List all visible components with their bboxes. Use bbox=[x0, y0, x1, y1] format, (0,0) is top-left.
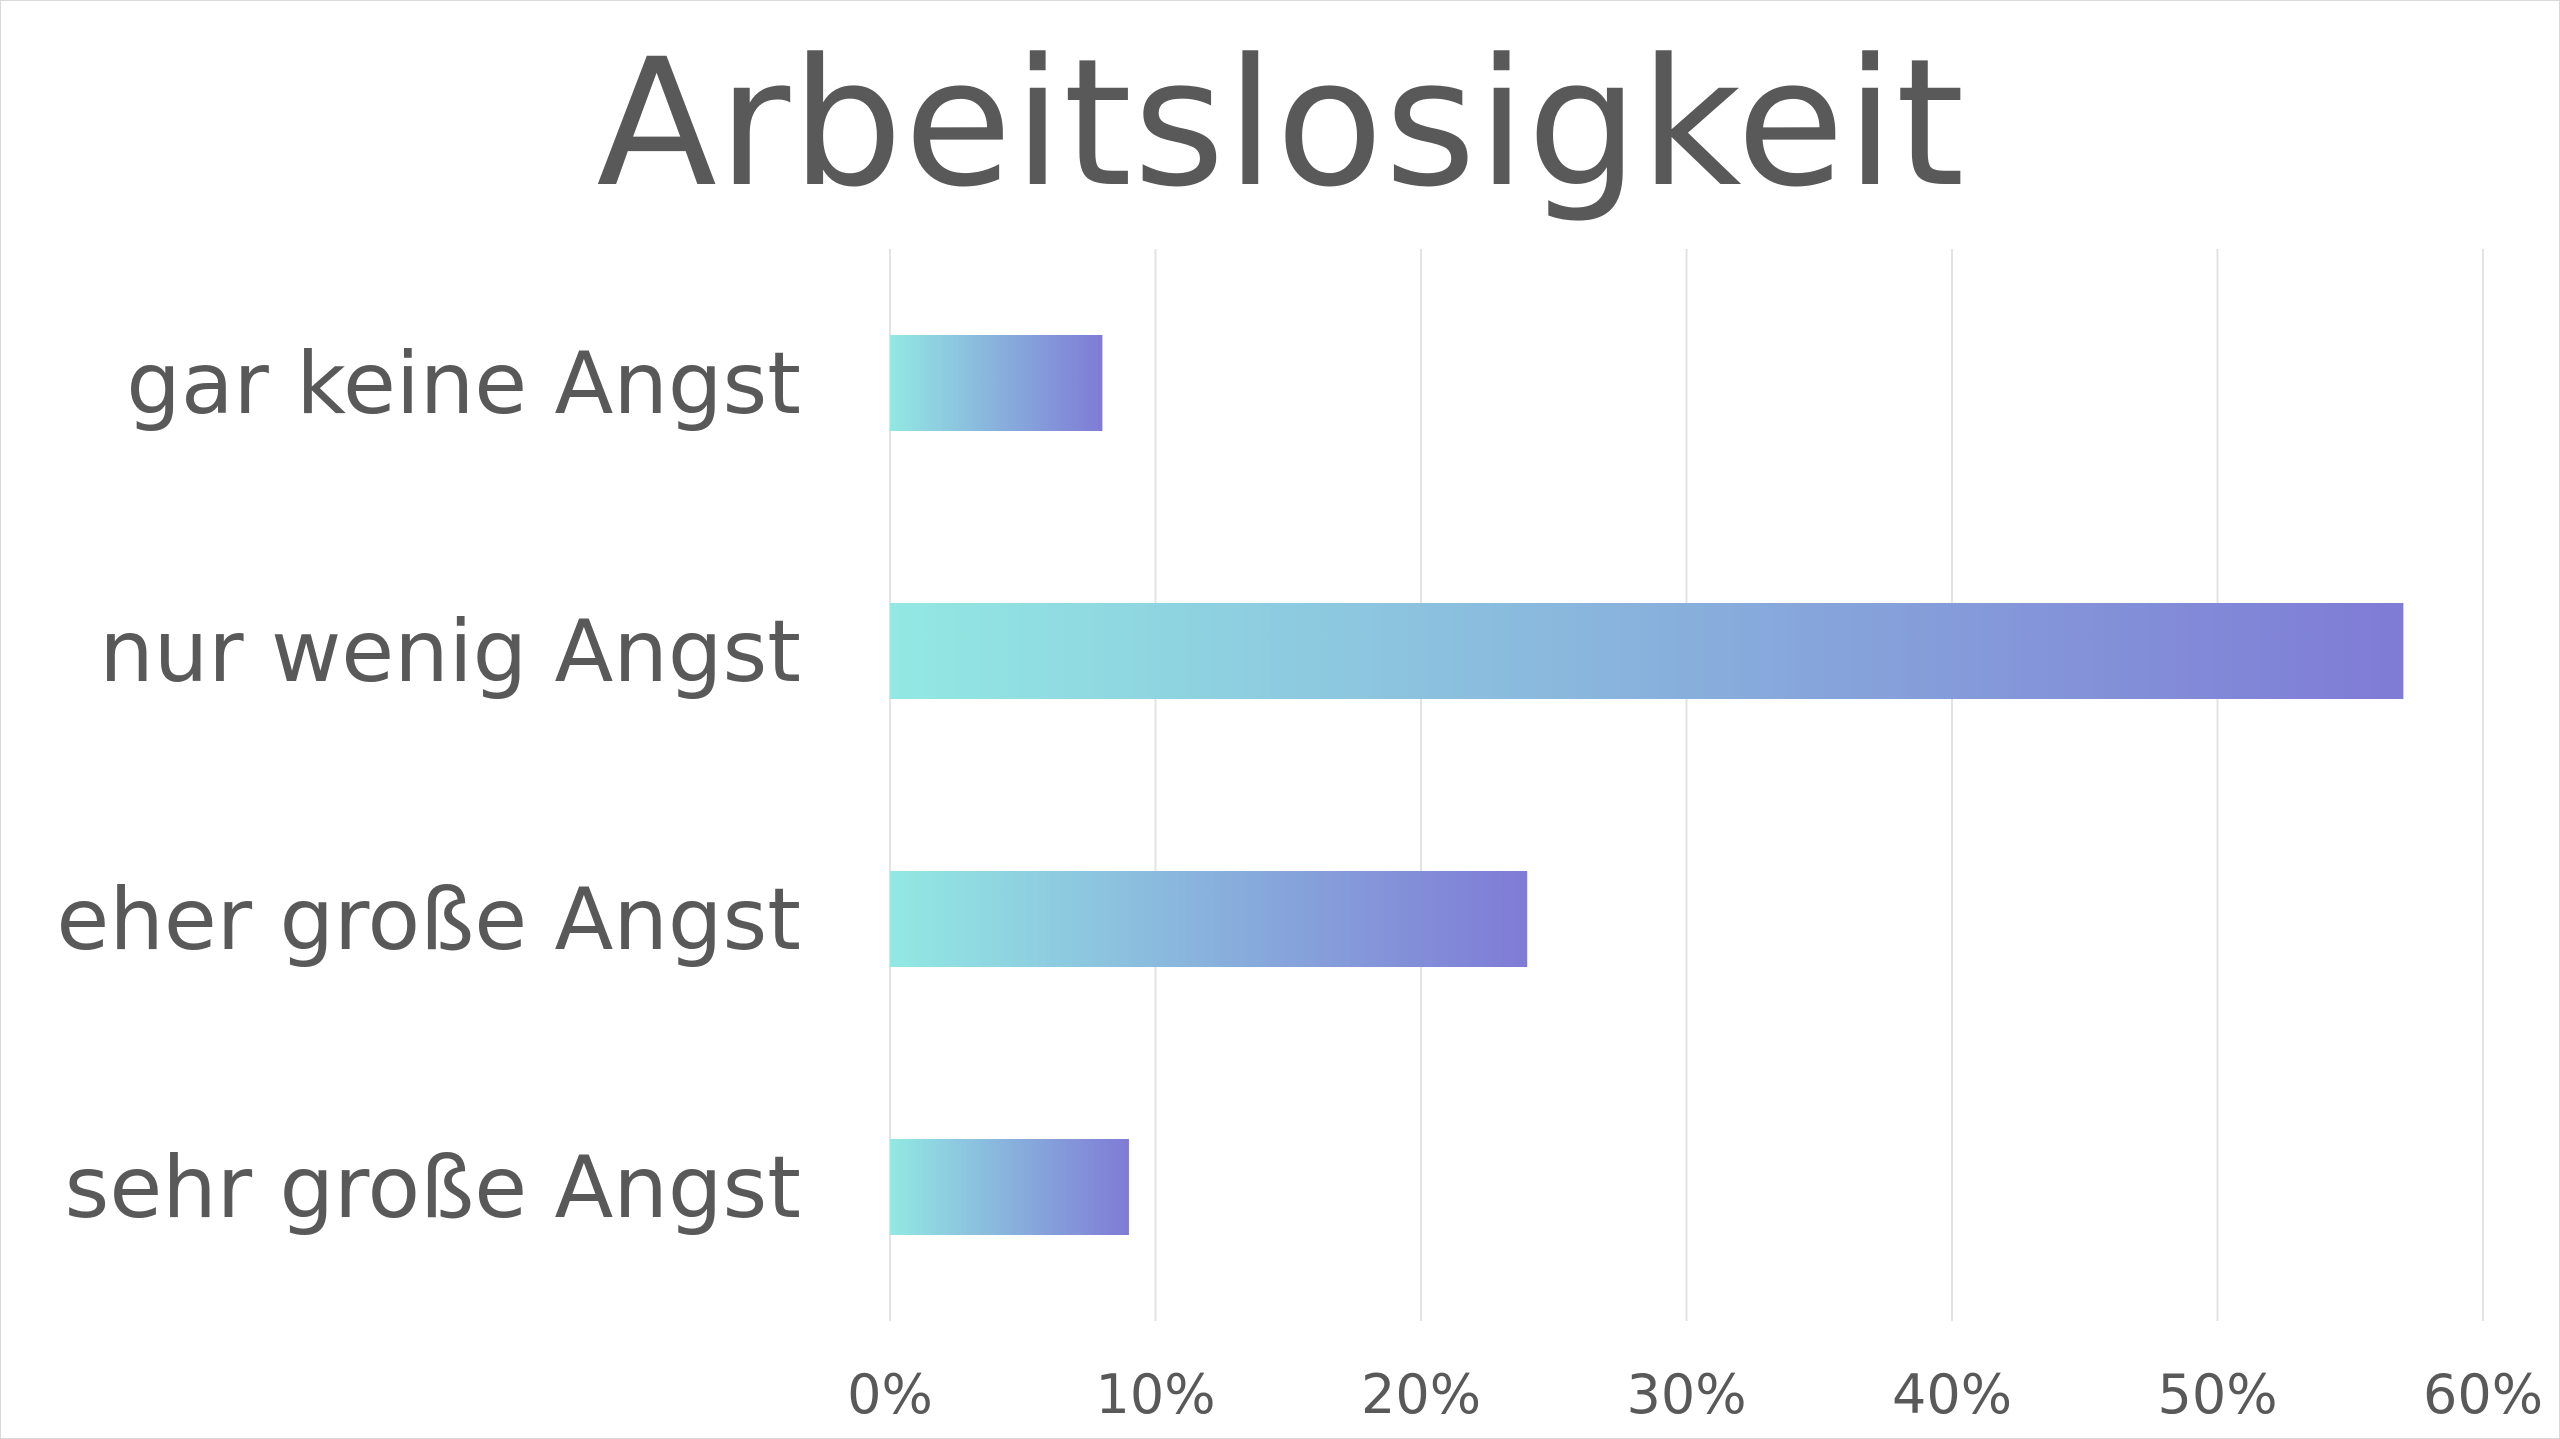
x-tick-label: 10% bbox=[1095, 1363, 1215, 1426]
x-tick-label: 20% bbox=[1361, 1363, 1481, 1426]
x-tick-label: 30% bbox=[1626, 1363, 1746, 1426]
category-label: eher große Angst bbox=[56, 870, 801, 970]
category-label: sehr große Angst bbox=[65, 1138, 801, 1238]
x-tick-label: 60% bbox=[2423, 1363, 2543, 1426]
x-tick-label: 0% bbox=[847, 1363, 933, 1426]
x-tick-label: 50% bbox=[2157, 1363, 2277, 1426]
bar bbox=[890, 603, 2404, 699]
bar bbox=[890, 871, 1528, 967]
category-labels: gar keine Angst nur wenig Angst eher große… bbox=[56, 334, 801, 1238]
category-label: nur wenig Angst bbox=[99, 602, 801, 702]
category-label: gar keine Angst bbox=[126, 334, 801, 434]
bar bbox=[890, 335, 1103, 431]
x-tick-label: 40% bbox=[1892, 1363, 2012, 1426]
bars bbox=[890, 335, 2404, 1235]
bar bbox=[890, 1139, 1129, 1235]
chart-title: Arbeitslosigkeit bbox=[596, 21, 1966, 226]
x-tick-labels: 0% 10% 20% 30% 40% 50% 60% bbox=[847, 1363, 2543, 1426]
